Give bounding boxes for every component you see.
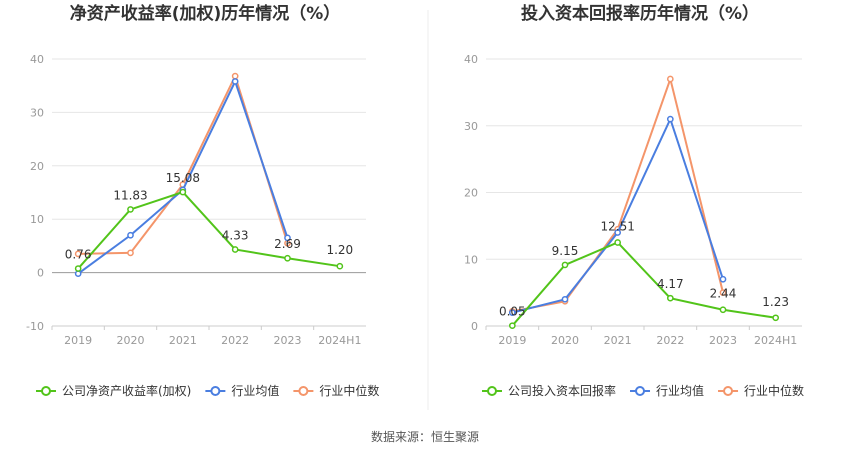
x-tick-label: 2021 xyxy=(604,334,632,347)
x-tick-label: 2022 xyxy=(221,334,249,347)
x-tick-label: 2021 xyxy=(169,334,197,347)
data-point xyxy=(179,188,187,196)
legend-item[interactable]: 行业中位数 xyxy=(718,383,804,398)
data-point xyxy=(561,295,569,303)
y-tick-label: 10 xyxy=(30,213,44,226)
data-source-note: 数据来源：恒生聚源 xyxy=(370,430,479,444)
data-label: 0.05 xyxy=(499,305,526,319)
data-label: 12.51 xyxy=(600,219,634,233)
y-tick-label: 20 xyxy=(464,187,478,200)
data-label: 1.20 xyxy=(326,243,353,257)
data-label: 2.44 xyxy=(710,287,737,301)
series-line xyxy=(511,241,776,327)
data-point xyxy=(336,262,344,270)
data-point xyxy=(127,206,134,213)
data-label: 4.33 xyxy=(222,228,249,242)
y-tick-label: 30 xyxy=(30,106,44,119)
data-point xyxy=(666,294,674,302)
chart-2: 投入资本回报率历年情况（%） 40 30 20 10 0 2019 2020 2021 2022 2… xyxy=(464,3,804,398)
series-line xyxy=(78,73,289,255)
data-label: 1.23 xyxy=(762,295,789,309)
data-point xyxy=(614,239,622,246)
data-point xyxy=(231,78,239,85)
legend-label: 行业中位数 xyxy=(319,383,379,398)
x-tick-label: 2024H1 xyxy=(754,334,797,347)
chart-title: 净资产收益率(加权)历年情况（%） xyxy=(70,3,341,24)
chart-1: 净资产收益率(加权)历年情况（%） 40 30 20 10 0 -10 2019 2020 202… xyxy=(26,3,379,398)
legend-label: 公司投入资本回报率 xyxy=(508,383,616,398)
x-tick-label: 2019 xyxy=(498,334,526,347)
data-point xyxy=(719,275,727,283)
data-point xyxy=(772,314,780,322)
data-label: 4.17 xyxy=(657,277,684,291)
y-tick-label: 0 xyxy=(471,320,478,333)
data-point xyxy=(74,265,82,272)
legend-item[interactable]: 行业中位数 xyxy=(293,383,379,398)
x-tick-label: 2019 xyxy=(64,334,92,347)
data-point xyxy=(719,306,727,314)
legend-label: 行业中位数 xyxy=(744,383,804,398)
data-label: 2.69 xyxy=(274,237,301,251)
series-line xyxy=(512,116,724,314)
x-tick-label: 2020 xyxy=(117,334,145,347)
data-point xyxy=(127,231,134,239)
legend-marker-icon xyxy=(635,386,646,396)
x-tick-label: 2022 xyxy=(656,334,684,347)
legend-item[interactable]: 公司净资产收益率(加权) xyxy=(36,383,191,398)
data-point xyxy=(561,261,569,269)
data-label: 15.08 xyxy=(166,171,200,185)
data-label: 0.76 xyxy=(65,248,92,262)
data-point xyxy=(127,249,134,257)
legend-label: 行业均值 xyxy=(231,383,279,398)
x-tick-label: 2024H1 xyxy=(318,334,361,347)
series-line xyxy=(77,190,340,270)
data-point xyxy=(666,115,674,123)
x-tick-label: 2020 xyxy=(551,334,579,347)
data-point xyxy=(666,75,674,83)
y-tick-label: 0 xyxy=(37,267,44,280)
legend-label: 公司净资产收益率(加权) xyxy=(62,383,191,398)
legend-marker-icon xyxy=(210,386,221,396)
data-point xyxy=(231,72,239,80)
data-point xyxy=(284,234,291,242)
y-tick-label: 30 xyxy=(464,120,478,133)
data-label: 11.83 xyxy=(113,188,147,202)
chart-title: 投入资本回报率历年情况（%） xyxy=(521,3,759,24)
data-label: 9.15 xyxy=(552,244,579,258)
y-tick-label: 10 xyxy=(464,253,478,266)
legend-label: 行业均值 xyxy=(656,383,704,398)
y-tick-label: 20 xyxy=(30,160,44,173)
y-tick-label: 40 xyxy=(464,53,478,66)
legend-marker-icon xyxy=(723,386,734,396)
legend-marker-icon xyxy=(41,386,51,396)
data-point xyxy=(284,254,291,262)
x-tick-label: 2023 xyxy=(274,334,302,347)
data-point xyxy=(74,250,82,258)
legend-marker-icon xyxy=(487,386,497,396)
legend-item[interactable]: 公司投入资本回报率 xyxy=(482,383,616,398)
legend-item[interactable]: 行业均值 xyxy=(205,383,279,398)
data-point xyxy=(614,229,622,236)
series-line xyxy=(512,75,724,313)
x-tick-label: 2023 xyxy=(709,334,737,347)
legend-marker-icon xyxy=(298,386,309,396)
data-point xyxy=(508,322,516,330)
data-point xyxy=(231,246,239,253)
legend-item[interactable]: 行业均值 xyxy=(630,383,704,398)
y-tick-label: 40 xyxy=(30,53,44,66)
y-tick-label: -10 xyxy=(26,320,44,333)
data-point xyxy=(508,309,516,316)
data-point xyxy=(719,289,727,296)
